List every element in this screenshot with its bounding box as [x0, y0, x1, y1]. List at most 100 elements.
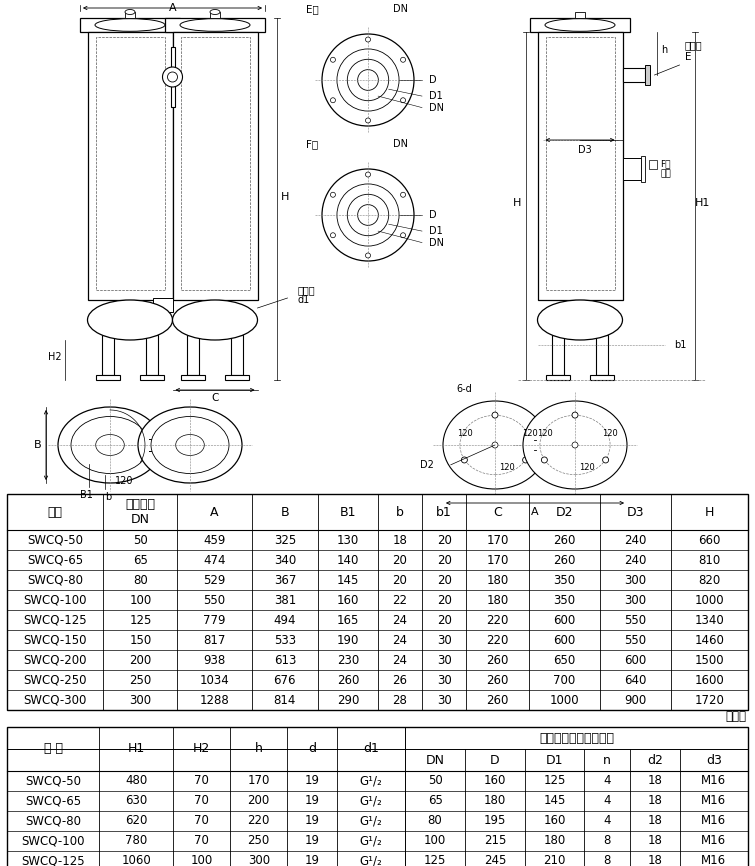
- Bar: [552, 335, 564, 375]
- Ellipse shape: [492, 442, 498, 448]
- Text: A: A: [532, 507, 539, 517]
- Text: n: n: [603, 753, 611, 766]
- Text: 18: 18: [647, 774, 662, 787]
- Bar: [623, 158, 640, 180]
- Ellipse shape: [125, 10, 135, 15]
- Bar: [575, 12, 585, 18]
- Ellipse shape: [602, 457, 609, 463]
- Text: 367: 367: [273, 573, 296, 586]
- Text: F向: F向: [661, 159, 671, 169]
- Text: 出油口: 出油口: [685, 40, 702, 50]
- Text: 260: 260: [486, 694, 509, 707]
- Bar: [140, 375, 164, 380]
- Bar: [538, 32, 623, 300]
- Text: 600: 600: [624, 654, 646, 667]
- Text: 1060: 1060: [122, 855, 151, 866]
- Ellipse shape: [401, 57, 405, 62]
- Text: 300: 300: [624, 573, 646, 586]
- Text: 70: 70: [195, 835, 209, 848]
- Ellipse shape: [540, 416, 610, 475]
- Ellipse shape: [337, 184, 399, 246]
- Text: 145: 145: [337, 573, 359, 586]
- Text: 70: 70: [195, 774, 209, 787]
- Ellipse shape: [168, 72, 177, 82]
- Bar: [7, 494, 748, 710]
- Text: G¹/₂: G¹/₂: [359, 855, 383, 866]
- Ellipse shape: [71, 417, 149, 474]
- Text: 80: 80: [428, 815, 442, 828]
- Text: 4: 4: [603, 774, 611, 787]
- Text: 18: 18: [647, 835, 662, 848]
- Text: D2: D2: [556, 506, 573, 519]
- Ellipse shape: [331, 98, 335, 103]
- Text: D: D: [429, 75, 436, 85]
- Text: 30: 30: [437, 654, 451, 667]
- Text: b1: b1: [436, 506, 452, 519]
- Bar: [225, 375, 249, 380]
- Text: 120: 120: [602, 430, 618, 438]
- Bar: [102, 335, 114, 375]
- Ellipse shape: [151, 417, 229, 474]
- Text: A: A: [210, 506, 219, 519]
- Text: 180: 180: [486, 593, 509, 606]
- Text: d3: d3: [706, 753, 722, 766]
- Bar: [640, 156, 645, 182]
- Text: M16: M16: [701, 774, 726, 787]
- Text: 50: 50: [133, 533, 148, 546]
- Text: 220: 220: [248, 815, 270, 828]
- Ellipse shape: [401, 192, 405, 197]
- Text: 排污口: 排污口: [297, 285, 315, 295]
- Text: 65: 65: [427, 794, 442, 807]
- Text: 70: 70: [195, 815, 209, 828]
- Text: 215: 215: [484, 835, 506, 848]
- Text: 8: 8: [603, 855, 611, 866]
- Text: E向: E向: [306, 3, 319, 14]
- Text: 260: 260: [553, 533, 575, 546]
- Text: 30: 30: [437, 674, 451, 687]
- Text: 120: 120: [522, 430, 538, 438]
- Text: 125: 125: [424, 855, 446, 866]
- Text: H2: H2: [193, 742, 211, 755]
- Ellipse shape: [401, 98, 405, 103]
- Text: 130: 130: [337, 533, 359, 546]
- Ellipse shape: [541, 457, 547, 463]
- Text: 810: 810: [698, 553, 720, 566]
- Text: 550: 550: [203, 593, 226, 606]
- Ellipse shape: [322, 34, 414, 126]
- Text: 220: 220: [486, 634, 509, 647]
- Text: 4: 4: [603, 794, 611, 807]
- Text: 290: 290: [337, 694, 359, 707]
- Text: 220: 220: [486, 613, 509, 626]
- Text: 200: 200: [129, 654, 152, 667]
- Text: 550: 550: [624, 613, 646, 626]
- Ellipse shape: [358, 69, 378, 90]
- Text: H: H: [281, 191, 289, 202]
- Text: 160: 160: [337, 593, 359, 606]
- Text: 533: 533: [274, 634, 296, 647]
- Bar: [590, 375, 614, 380]
- Text: SWCQ-250: SWCQ-250: [23, 674, 87, 687]
- Text: 6-d: 6-d: [456, 384, 472, 394]
- Bar: [172, 32, 257, 300]
- Text: d1: d1: [363, 742, 379, 755]
- Text: 180: 180: [544, 835, 565, 848]
- Text: 780: 780: [125, 835, 147, 848]
- Text: 50: 50: [428, 774, 442, 787]
- Text: 160: 160: [544, 815, 565, 828]
- Bar: [530, 18, 630, 32]
- Ellipse shape: [88, 300, 172, 340]
- Text: H1: H1: [695, 198, 710, 209]
- Text: G¹/₂: G¹/₂: [359, 774, 383, 787]
- Text: SWCQ-300: SWCQ-300: [23, 694, 87, 707]
- Ellipse shape: [331, 192, 335, 197]
- Text: 型号: 型号: [48, 506, 63, 519]
- Text: d: d: [308, 742, 316, 755]
- Ellipse shape: [538, 300, 623, 340]
- Text: 250: 250: [129, 674, 152, 687]
- Ellipse shape: [492, 412, 498, 418]
- Ellipse shape: [522, 457, 528, 463]
- Text: 公称通径: 公称通径: [125, 498, 156, 511]
- Text: 20: 20: [436, 553, 451, 566]
- Text: 19: 19: [304, 815, 319, 828]
- Ellipse shape: [365, 253, 371, 258]
